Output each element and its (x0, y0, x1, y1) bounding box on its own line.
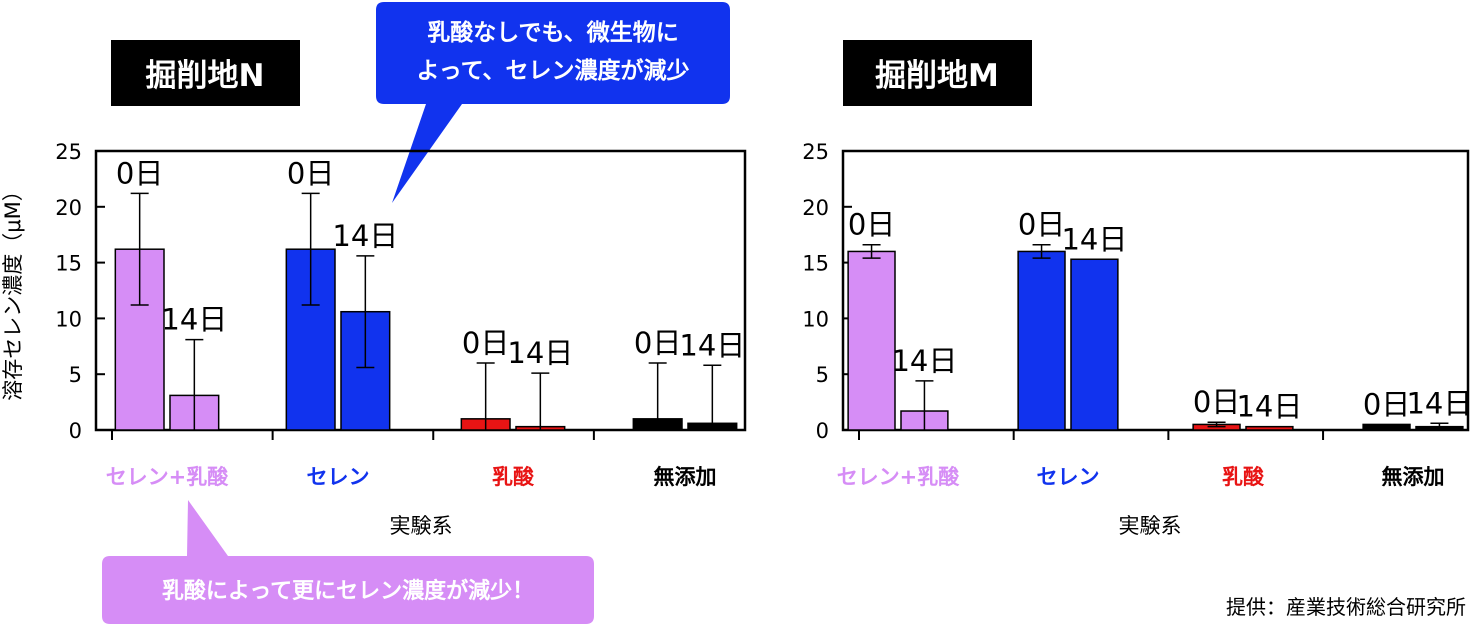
bar-label: 0日 (848, 208, 895, 242)
bar-label: 14日 (891, 344, 957, 378)
bar-label: 14日 (507, 336, 573, 370)
bar-label: 14日 (1236, 390, 1302, 424)
bar-day0 (1017, 250, 1066, 431)
bar-label: 0日 (1018, 208, 1065, 242)
x-axis-label: 実験系 (1119, 514, 1182, 538)
y-tick-label: 25 (802, 140, 829, 164)
bar-label: 14日 (679, 328, 745, 362)
callout-blue-bubble (376, 2, 730, 203)
bar-label: 14日 (1406, 386, 1472, 420)
category-label: セレン+乳酸 (837, 465, 961, 489)
category-label: セレン+乳酸 (106, 465, 230, 489)
category-label: 乳酸 (1222, 465, 1265, 489)
callout-purple-text: 乳酸によって更にセレン濃度が減少！ (162, 578, 534, 604)
plot-frame (94, 149, 747, 432)
bar-label: 14日 (332, 219, 398, 253)
credit-text: 提供：産業技術総合研究所 (1226, 595, 1466, 619)
chart-panel-2: 掘削地M05101520250日14日セレン+乳酸0日14日セレン0日14日乳酸… (802, 40, 1472, 538)
y-tick-label: 10 (802, 307, 829, 331)
category-label: 乳酸 (492, 465, 535, 489)
callout-purple: 乳酸によって更にセレン濃度が減少！ (102, 500, 594, 624)
category-label: セレン (307, 465, 370, 489)
y-tick-label: 0 (816, 419, 829, 443)
bar-day0 (847, 250, 896, 431)
bar-label: 14日 (1061, 222, 1127, 256)
callout-blue-text: 乳酸なしでも、微生物に (427, 19, 679, 46)
bar-label: 0日 (116, 156, 163, 190)
y-tick-label: 0 (69, 419, 82, 443)
bar-label: 0日 (462, 326, 509, 360)
bar-label: 14日 (161, 303, 227, 337)
category-label: セレン (1037, 465, 1100, 489)
category-label: 無添加 (654, 465, 717, 489)
chart-title: 掘削地N (146, 58, 265, 94)
category-label: 無添加 (1382, 465, 1445, 489)
y-tick-label: 5 (816, 363, 829, 387)
y-tick-label: 5 (69, 363, 82, 387)
chart-panel-1: 掘削地N溶存セレン濃度（μM）05101520250日14日セレン+乳酸0日14… (1, 40, 747, 538)
callout-purple-bubble (102, 500, 594, 624)
y-tick-label: 10 (55, 307, 82, 331)
chart-title: 掘削地M (875, 58, 999, 94)
y-tick-label: 20 (802, 196, 829, 220)
y-tick-label: 15 (802, 252, 829, 276)
y-tick-label: 25 (55, 140, 82, 164)
x-axis-label: 実験系 (390, 514, 453, 538)
bar-day14 (1070, 258, 1119, 431)
bar-day14 (1245, 425, 1294, 431)
chart-title-box (843, 40, 1032, 106)
plot-frame (841, 149, 1470, 432)
chart-title-box (111, 40, 300, 106)
y-tick-label: 15 (55, 252, 82, 276)
y-tick-label: 20 (55, 196, 82, 220)
bar-day0 (1362, 423, 1411, 431)
bar-label: 0日 (1363, 387, 1410, 421)
callout-blue-text: よって、セレン濃度が減少 (416, 57, 689, 84)
bar-label: 0日 (287, 156, 334, 190)
y-axis-label: 溶存セレン濃度（μM） (1, 180, 25, 400)
bar-label: 0日 (1193, 385, 1240, 419)
bar-label: 0日 (634, 326, 681, 360)
